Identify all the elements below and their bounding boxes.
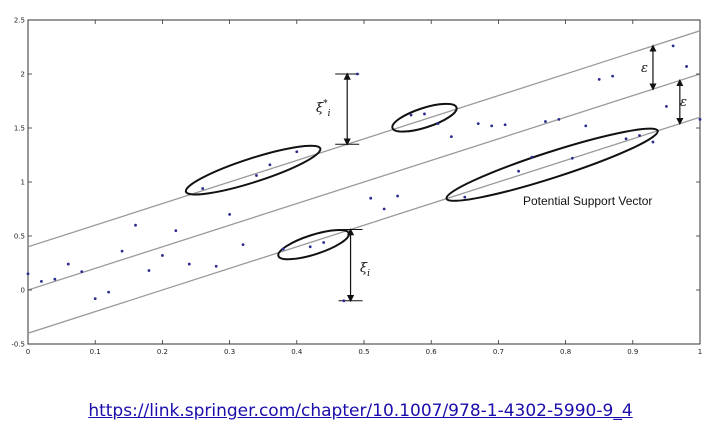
y-tick-label-7: 2.5 bbox=[14, 17, 25, 25]
data-point-6 bbox=[93, 297, 97, 301]
lower-tube-line bbox=[28, 116, 700, 334]
data-point-19 bbox=[268, 163, 272, 167]
x-tick-label-10: 0.9 bbox=[627, 348, 638, 356]
xi-star-label: ξ*i bbox=[316, 99, 331, 119]
points-layer bbox=[26, 44, 702, 303]
arrows-layer bbox=[335, 44, 684, 303]
source-link[interactable]: https://link.springer.com/chapter/10.100… bbox=[88, 401, 633, 421]
data-point-51 bbox=[698, 117, 702, 121]
x-tick-label-7: 0.6 bbox=[426, 348, 438, 356]
data-point-26 bbox=[369, 196, 373, 200]
data-point-17 bbox=[241, 243, 245, 247]
data-point-25 bbox=[355, 72, 359, 76]
data-point-29 bbox=[409, 113, 413, 117]
data-point-39 bbox=[544, 120, 547, 123]
x-tick-label-5: 0.4 bbox=[291, 348, 303, 356]
data-point-33 bbox=[463, 195, 467, 199]
data-point-48 bbox=[665, 105, 668, 108]
data-point-47 bbox=[651, 140, 655, 144]
data-point-5 bbox=[80, 270, 84, 274]
data-point-27 bbox=[382, 207, 386, 211]
xi-label: ξi bbox=[360, 261, 370, 279]
data-point-49 bbox=[671, 44, 675, 48]
y-tick-label-6: 2 bbox=[21, 71, 25, 79]
data-point-42 bbox=[584, 124, 588, 128]
data-point-45 bbox=[624, 137, 628, 141]
y-tick-label-4: 1 bbox=[21, 179, 25, 187]
y-tick-label-5: 1.5 bbox=[14, 125, 25, 133]
data-point-41 bbox=[570, 156, 574, 160]
x-tick-label-4: 0.3 bbox=[224, 348, 235, 356]
data-point-11 bbox=[161, 254, 164, 257]
epsilon-upper-label: ε bbox=[641, 61, 648, 76]
x-tick-label-1: 0 bbox=[26, 348, 30, 356]
data-point-12 bbox=[174, 229, 178, 233]
x-tick-label-9: 0.8 bbox=[560, 348, 571, 356]
data-point-16 bbox=[228, 213, 232, 216]
highlight-ellipse-4 bbox=[445, 127, 659, 202]
data-point-10 bbox=[147, 269, 151, 272]
x-tick-label-6: 0.5 bbox=[358, 348, 369, 356]
data-point-4 bbox=[66, 262, 70, 266]
data-point-20 bbox=[281, 247, 285, 251]
data-point-37 bbox=[517, 169, 520, 173]
data-point-28 bbox=[396, 194, 399, 198]
y-tick-label-2: 0 bbox=[21, 287, 25, 295]
data-point-8 bbox=[120, 249, 124, 253]
data-point-40 bbox=[557, 117, 561, 121]
data-point-7 bbox=[107, 290, 111, 294]
regression-line bbox=[28, 73, 700, 291]
highlight-ellipse-2 bbox=[391, 102, 458, 133]
data-point-18 bbox=[255, 174, 258, 177]
data-point-15 bbox=[214, 264, 218, 268]
svr-chart: 0 0.1 0.2 0.3 0.4 0.5 0.6 0.7 0.8 0.9 1-0.500.511.… bbox=[11, 17, 702, 357]
data-point-44 bbox=[611, 74, 615, 78]
x-tick-label-11: 1 bbox=[698, 348, 702, 356]
data-point-43 bbox=[597, 78, 601, 81]
data-point-38 bbox=[530, 155, 534, 159]
upper-tube-line bbox=[28, 30, 700, 248]
data-point-46 bbox=[638, 134, 641, 137]
data-point-50 bbox=[685, 65, 688, 68]
data-point-9 bbox=[134, 223, 137, 227]
data-point-32 bbox=[449, 135, 453, 139]
data-point-31 bbox=[436, 122, 440, 126]
x-tick-label-8: 0.7 bbox=[493, 348, 504, 356]
data-point-13 bbox=[187, 262, 191, 266]
ticks-layer: 0 0.1 0.2 0.3 0.4 0.5 0.6 0.7 0.8 0.9 1-0.500.511.… bbox=[11, 17, 702, 357]
data-point-22 bbox=[308, 245, 312, 249]
data-point-1 bbox=[26, 272, 30, 276]
data-point-21 bbox=[295, 150, 299, 154]
y-tick-label-3: 0.5 bbox=[14, 233, 25, 241]
ellipses-layer bbox=[184, 102, 659, 261]
data-point-30 bbox=[423, 112, 426, 116]
y-tick-label-1: -0.5 bbox=[11, 341, 25, 349]
data-point-23 bbox=[322, 241, 326, 244]
support-vector-label: Potential Support Vector bbox=[523, 194, 652, 208]
data-point-2 bbox=[40, 279, 43, 283]
x-tick-label-3: 0.2 bbox=[157, 348, 168, 356]
data-point-35 bbox=[490, 124, 494, 128]
lines-layer bbox=[28, 30, 700, 334]
epsilon-lower-label: ε bbox=[680, 95, 687, 110]
data-point-34 bbox=[476, 122, 480, 126]
x-tick-label-2: 0.1 bbox=[90, 348, 101, 356]
data-point-24 bbox=[342, 299, 346, 303]
data-point-36 bbox=[503, 123, 507, 127]
data-point-14 bbox=[201, 187, 205, 190]
data-point-3 bbox=[53, 277, 57, 281]
highlight-ellipse-1 bbox=[184, 144, 322, 196]
